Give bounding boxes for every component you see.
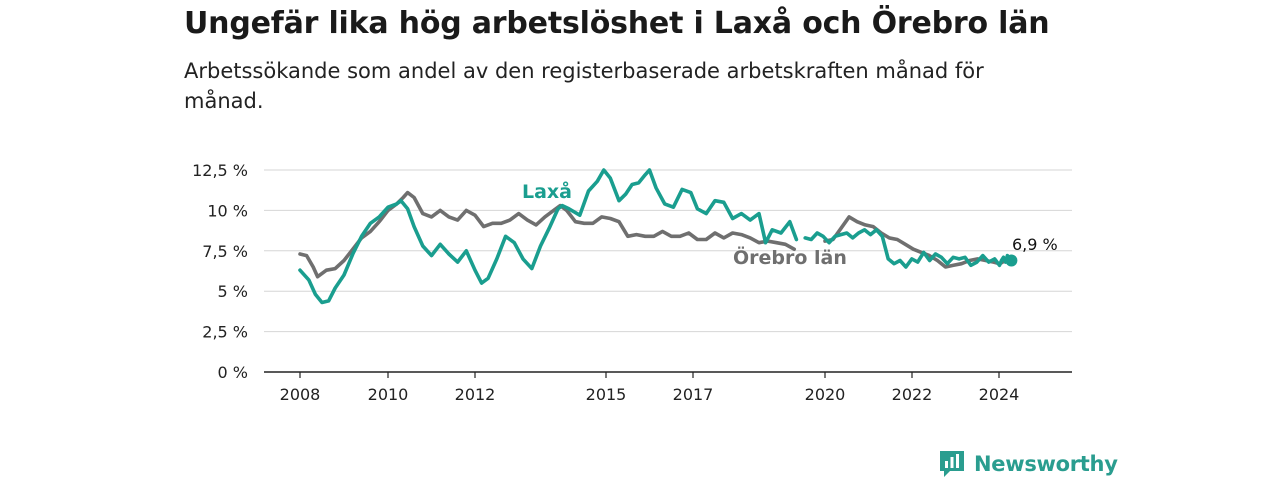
y-tick-label: 0 % xyxy=(218,363,248,382)
x-tick-label: 2012 xyxy=(455,385,496,404)
series-label-orebro-lan: Örebro län xyxy=(733,245,847,269)
y-tick-label: 5 % xyxy=(218,282,248,301)
series-line-laxa xyxy=(803,228,1014,269)
series-label-laxa: Laxå xyxy=(522,179,572,203)
x-tick-label: 2022 xyxy=(892,385,933,404)
y-tick-label: 12,5 % xyxy=(192,161,248,180)
series-line-laxa xyxy=(298,168,799,305)
x-tick-label: 2010 xyxy=(368,385,409,404)
series-labels: Laxå Örebro län 6,9 % xyxy=(522,179,1058,269)
x-tick-label: 2015 xyxy=(586,385,627,404)
x-tick-label: 2024 xyxy=(979,385,1020,404)
series-line-orebro-lan xyxy=(298,190,796,279)
chart-title: Ungefär lika hög arbetslöshet i Laxå och… xyxy=(184,6,1050,41)
chart-subtitle: Arbetssökande som andel av den registerb… xyxy=(184,59,984,113)
bar-chart-speech-icon xyxy=(940,451,964,477)
y-axis-ticks: 0 % 2,5 % 5 % 7,5 % 10 % 12,5 % xyxy=(192,161,248,382)
x-tick-label: 2008 xyxy=(280,385,321,404)
end-value-label: 6,9 % xyxy=(1012,235,1058,254)
x-axis-ticks: 2008 2010 2012 2015 2017 2020 2022 2024 xyxy=(280,372,1020,404)
series-lines xyxy=(298,168,1018,305)
y-tick-label: 10 % xyxy=(207,201,248,220)
brand-name: Newsworthy xyxy=(974,452,1118,476)
gridlines xyxy=(264,169,1072,373)
series-end-marker xyxy=(1005,254,1018,267)
x-tick-label: 2020 xyxy=(805,385,846,404)
y-tick-label: 7,5 % xyxy=(202,242,248,261)
y-tick-label: 2,5 % xyxy=(202,323,248,342)
newsworthy-logo: Newsworthy xyxy=(938,448,1118,480)
x-tick-label: 2017 xyxy=(673,385,714,404)
